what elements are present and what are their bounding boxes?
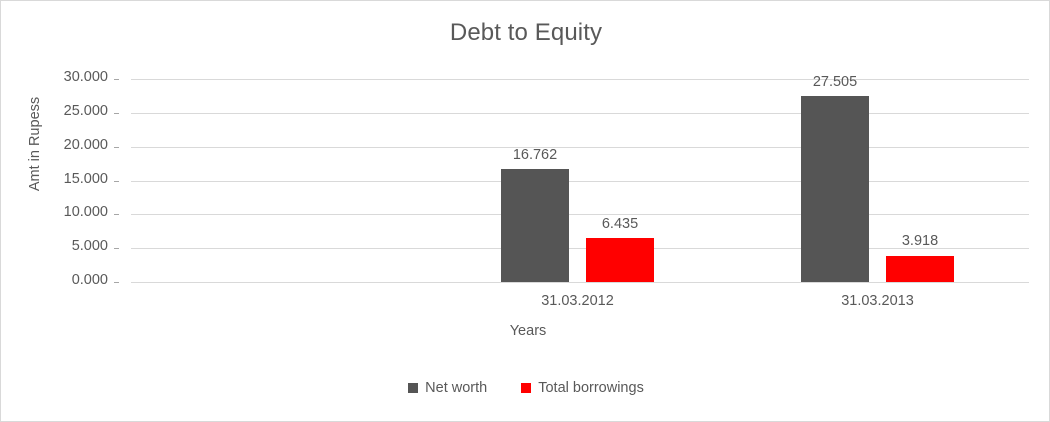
chart-title: Debt to Equity: [449, 19, 603, 46]
x-axis-category-label: 31.03.2013: [841, 293, 914, 309]
chart-legend: Net worth Total borrowings: [1, 380, 1049, 396]
bar-data-label: 3.918: [901, 233, 939, 250]
bar-data-label: 6.435: [601, 216, 639, 233]
y-axis-tick-label: 15.000: [63, 170, 108, 187]
x-axis-title: Years: [509, 323, 547, 339]
legend-swatch-icon: [521, 383, 532, 393]
y-axis-tick-label: 5.000: [71, 238, 108, 255]
legend-item[interactable]: Total borrowings: [521, 380, 644, 396]
gridline: [131, 282, 1029, 283]
gridline: [131, 180, 1029, 182]
legend-swatch-icon: [408, 383, 419, 393]
y-axis-tick-label: 25.000: [63, 102, 108, 119]
y-axis-tick-mark: [114, 248, 119, 250]
gridline: [131, 248, 1029, 250]
gridline: [131, 79, 1029, 80]
bar-data-label: 16.762: [512, 146, 558, 163]
legend-label: Total borrowings: [538, 380, 644, 396]
gridline: [131, 146, 1029, 148]
y-axis-tick-mark: [114, 180, 119, 182]
legend-item[interactable]: Net worth: [408, 380, 487, 396]
gridline: [131, 112, 1029, 114]
gridline: [131, 214, 1029, 216]
y-axis-tick-mark: [114, 146, 119, 148]
y-axis-tick-label: 30.000: [63, 69, 108, 85]
y-axis-tick-mark: [114, 282, 119, 283]
y-axis-tick-mark: [114, 79, 119, 80]
bar-net-worth[interactable]: [501, 168, 569, 282]
bar-total-borrowings[interactable]: [586, 238, 654, 282]
bar-net-worth[interactable]: [801, 95, 869, 282]
y-axis-tick-mark: [114, 214, 119, 216]
bar-total-borrowings[interactable]: [886, 255, 954, 282]
y-axis-tick-label: 20.000: [63, 136, 108, 153]
y-axis-tick-label: 0.000: [71, 272, 108, 288]
y-axis-tick-label: 10.000: [63, 204, 108, 221]
legend-label: Net worth: [425, 380, 488, 396]
y-axis-tick-mark: [114, 112, 119, 114]
plot-area: 16.762 6.435 27.505 3.918: [131, 74, 1029, 283]
x-axis-category-label: 31.03.2012: [541, 293, 614, 309]
bar-data-label: 27.505: [812, 73, 858, 90]
